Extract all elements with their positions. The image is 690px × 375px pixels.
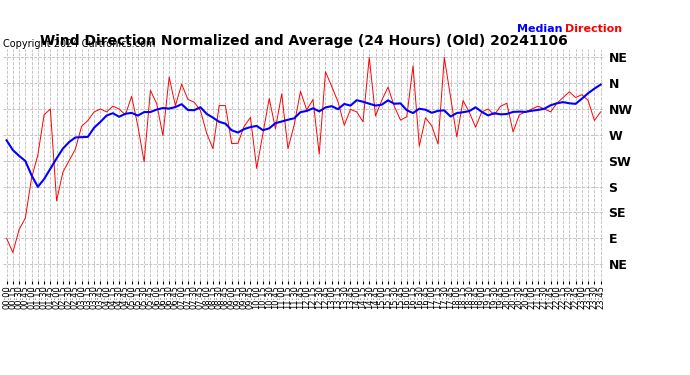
Text: Copyright 2024 Curtronics.com: Copyright 2024 Curtronics.com xyxy=(3,39,156,50)
Text: Median: Median xyxy=(517,24,562,34)
Text: Direction: Direction xyxy=(564,24,622,34)
Title: Wind Direction Normalized and Average (24 Hours) (Old) 20241106: Wind Direction Normalized and Average (2… xyxy=(40,34,567,48)
